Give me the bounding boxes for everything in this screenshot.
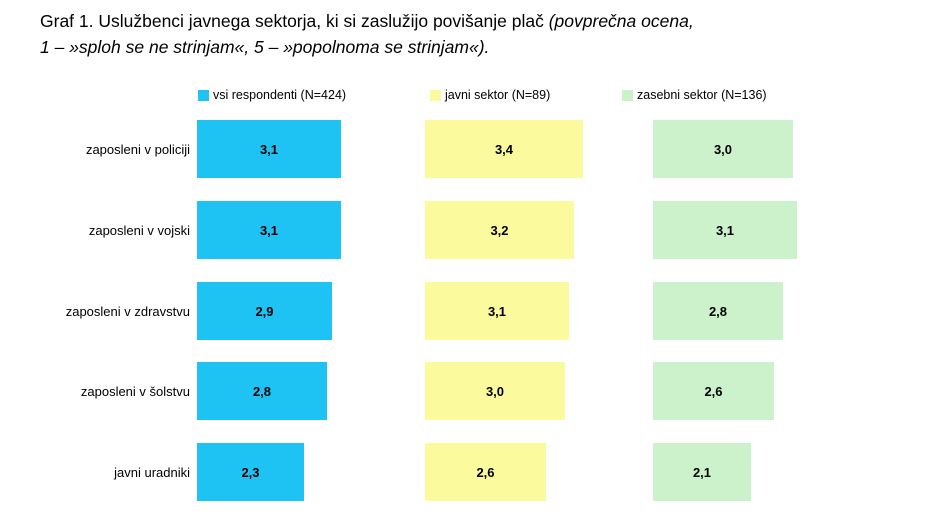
bar-value-label: 2,9 — [255, 303, 274, 319]
bar-series-1-row-2: 3,1 — [425, 282, 569, 340]
bar-value-label: 3,1 — [259, 222, 279, 238]
legend-swatch-icon — [430, 89, 441, 101]
category-label: zaposleni v šolstvu — [80, 383, 190, 399]
category-label: zaposleni v vojski — [88, 222, 190, 238]
category-label: zaposleni v policiji — [85, 141, 190, 157]
bar-value-label: 2,6 — [704, 383, 723, 399]
bar-series-0-row-0: 3,1 — [197, 120, 341, 178]
bar-series-2-row-2: 2,8 — [653, 282, 783, 340]
chart-title-regular-text: Graf 1. Uslužbenci javnega sektorja, ki … — [40, 11, 549, 31]
bar-value-label: 2,8 — [252, 383, 272, 399]
legend-swatch-icon — [622, 89, 633, 101]
bar-value-label: 3,1 — [487, 303, 507, 319]
bar-value-label: 2,8 — [708, 303, 728, 319]
bar-series-2-row-0: 3,0 — [653, 120, 793, 178]
bar-value-label: 3,0 — [485, 383, 505, 399]
bar-series-0-row-3: 2,8 — [197, 362, 327, 420]
chart-title-line2: 1 – »sploh se ne strinjam«, 5 – »popolno… — [40, 37, 490, 57]
category-label: zaposleni v zdravstvu — [65, 303, 190, 319]
bar-value-label: 3,0 — [713, 141, 733, 157]
bar-value-label: 3,4 — [494, 141, 514, 157]
bar-value-label: 3,1 — [259, 141, 279, 157]
bar-series-1-row-3: 3,0 — [425, 362, 565, 420]
legend-item-0: vsi respondenti (N=424) — [198, 88, 346, 102]
bar-series-0-row-4: 2,3 — [197, 443, 304, 501]
category-label: javni uradniki — [114, 464, 190, 480]
legend-label: zasebni sektor (N=136) — [637, 88, 767, 102]
bar-value-label: 2,6 — [476, 464, 495, 480]
bar-series-1-row-1: 3,2 — [425, 201, 574, 259]
bar-series-0-row-1: 3,1 — [197, 201, 341, 259]
bar-series-2-row-4: 2,1 — [653, 443, 751, 501]
legend-label: javni sektor (N=89) — [445, 88, 551, 102]
bar-series-2-row-1: 3,1 — [653, 201, 797, 259]
bar-value-label: 2,3 — [241, 464, 260, 480]
bar-series-1-row-0: 3,4 — [425, 120, 583, 178]
legend-swatch-icon — [198, 89, 209, 101]
bar-value-label: 3,1 — [715, 222, 735, 238]
bar-value-label: 3,2 — [490, 222, 509, 238]
bar-series-2-row-3: 2,6 — [653, 362, 774, 420]
legend-label: vsi respondenti (N=424) — [213, 88, 347, 102]
bar-value-label: 2,1 — [692, 464, 712, 480]
bar-series-0-row-2: 2,9 — [197, 282, 332, 340]
chart-title: Graf 1. Uslužbenci javnega sektorja, ki … — [40, 8, 920, 60]
legend-item-2: zasebni sektor (N=136) — [622, 88, 767, 102]
chart-title-line1: Graf 1. Uslužbenci javnega sektorja, ki … — [40, 8, 920, 34]
bar-series-1-row-4: 2,6 — [425, 443, 546, 501]
chart-title-italic-text: (povprečna ocena, — [548, 11, 694, 31]
chart-legend: vsi respondenti (N=424) javni sektor (N=8… — [0, 88, 940, 104]
legend-item-1: javni sektor (N=89) — [430, 88, 550, 102]
